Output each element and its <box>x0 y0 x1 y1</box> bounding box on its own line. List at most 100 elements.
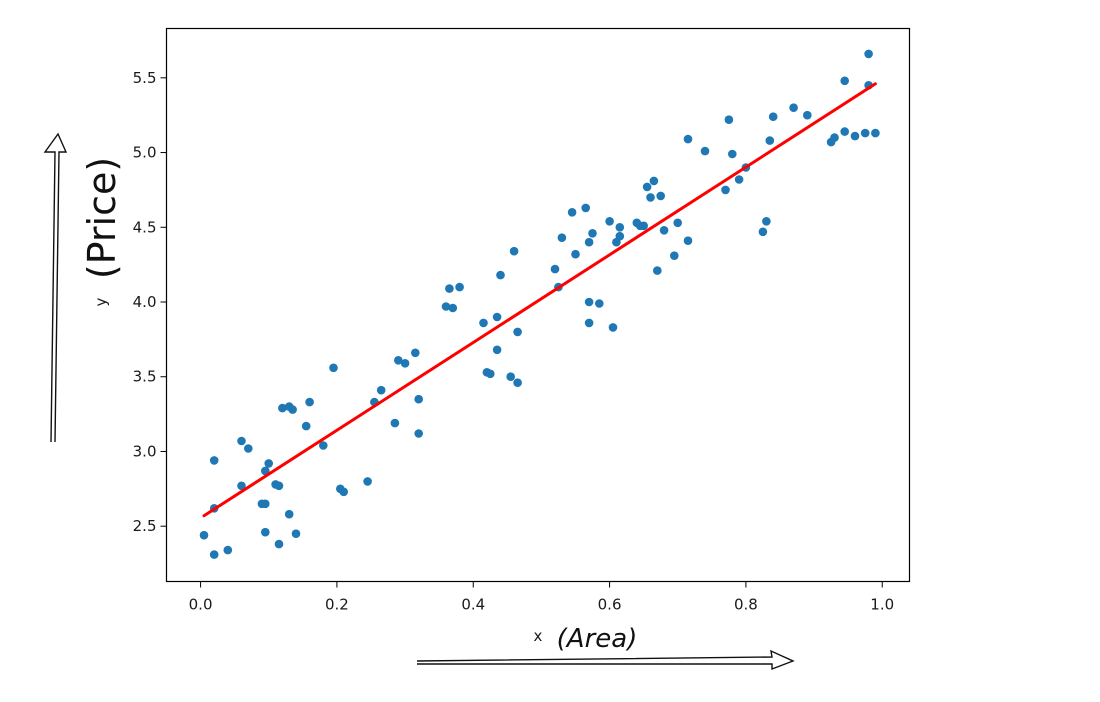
data-point <box>656 191 665 201</box>
data-point <box>199 530 209 540</box>
x-handwritten-annotation: (Area) <box>557 624 638 654</box>
x-tick-label: 0.4 <box>461 596 485 614</box>
data-point <box>513 327 522 337</box>
data-point <box>765 136 775 145</box>
data-point <box>840 127 849 136</box>
data-point <box>584 237 594 247</box>
data-point <box>301 421 311 431</box>
y-tick-label: 5.5 <box>133 69 157 87</box>
y-axis-label: y <box>92 297 110 306</box>
data-point <box>506 372 515 382</box>
data-point <box>319 441 328 450</box>
data-point <box>557 233 567 242</box>
data-point <box>864 49 873 59</box>
data-point <box>762 217 771 226</box>
x-tick-label: 0.6 <box>598 596 622 614</box>
data-point <box>237 436 246 446</box>
data-point <box>724 115 734 124</box>
x-tick-label: 0.0 <box>189 596 213 614</box>
data-point <box>261 527 270 537</box>
y-tick-label: 2.5 <box>133 517 157 535</box>
data-point <box>728 149 737 159</box>
data-point <box>649 176 659 186</box>
data-point <box>305 397 314 407</box>
plot-frame <box>165 27 911 583</box>
data-point <box>646 193 655 202</box>
data-point <box>588 229 597 238</box>
data-point <box>567 208 577 217</box>
data-point <box>223 545 233 555</box>
data-point <box>571 249 580 259</box>
data-point <box>721 185 730 195</box>
y-tick-label: 3.0 <box>133 442 157 460</box>
x-tick-label: 1.0 <box>870 596 894 614</box>
data-point <box>274 481 284 491</box>
y-axis-ticks: 2.5 3.0 3.5 4.0 4.5 5.0 5.5 <box>133 69 167 535</box>
data-point <box>274 539 284 549</box>
y-tick-label: 5.0 <box>133 144 157 162</box>
regression-line <box>202 82 877 518</box>
x-direction-arrow <box>416 649 795 671</box>
y-tick-label: 4.5 <box>133 218 157 236</box>
data-point <box>414 429 424 438</box>
data-point <box>758 227 768 237</box>
data-point <box>830 133 839 142</box>
data-point <box>683 134 693 144</box>
data-point <box>840 76 849 86</box>
data-point <box>278 403 287 413</box>
data-point <box>639 221 648 231</box>
data-point <box>642 182 652 192</box>
data-point <box>288 405 297 414</box>
y-handwritten-annotation: (Price) <box>80 157 124 279</box>
x-tick-label: 0.2 <box>325 596 349 614</box>
data-point <box>595 299 604 308</box>
y-direction-arrow <box>43 132 68 443</box>
data-point <box>653 266 662 275</box>
data-point <box>700 146 710 156</box>
data-point <box>441 302 451 311</box>
data-point <box>394 356 403 365</box>
data-point <box>414 394 424 404</box>
data-point <box>513 378 522 388</box>
data-point <box>339 487 349 497</box>
data-point <box>455 282 464 292</box>
data-point <box>492 345 502 355</box>
data-point <box>605 217 614 226</box>
x-tick-label: 0.8 <box>734 596 758 614</box>
data-point <box>615 223 625 232</box>
data-point <box>608 323 618 332</box>
y-tick-label: 3.5 <box>133 368 157 386</box>
data-point <box>261 499 270 509</box>
data-point <box>363 477 372 486</box>
data-point <box>284 509 294 519</box>
data-point <box>244 444 253 453</box>
data-point <box>448 303 458 313</box>
data-point <box>411 348 420 358</box>
data-point <box>734 175 744 184</box>
y-tick-label: 4.0 <box>133 293 157 311</box>
data-point <box>615 231 625 241</box>
data-point <box>492 312 502 322</box>
data-point <box>209 456 219 465</box>
data-point <box>376 385 386 395</box>
data-point <box>264 459 274 468</box>
data-point <box>329 363 338 373</box>
data-point <box>400 359 410 368</box>
data-point <box>390 418 400 428</box>
data-point <box>871 128 880 138</box>
data-point <box>486 369 495 379</box>
data-point <box>237 481 246 491</box>
x-axis-ticks: 0.0 0.2 0.4 0.6 0.8 1.0 <box>189 581 894 614</box>
data-point <box>584 297 594 307</box>
data-point <box>509 246 519 256</box>
data-point <box>850 131 860 141</box>
data-point <box>581 203 590 213</box>
data-point <box>445 284 454 293</box>
data-point <box>683 236 693 245</box>
data-point <box>209 550 219 559</box>
data-point <box>789 103 798 112</box>
data-point <box>803 110 812 120</box>
data-point <box>659 226 669 235</box>
data-point <box>496 270 505 280</box>
